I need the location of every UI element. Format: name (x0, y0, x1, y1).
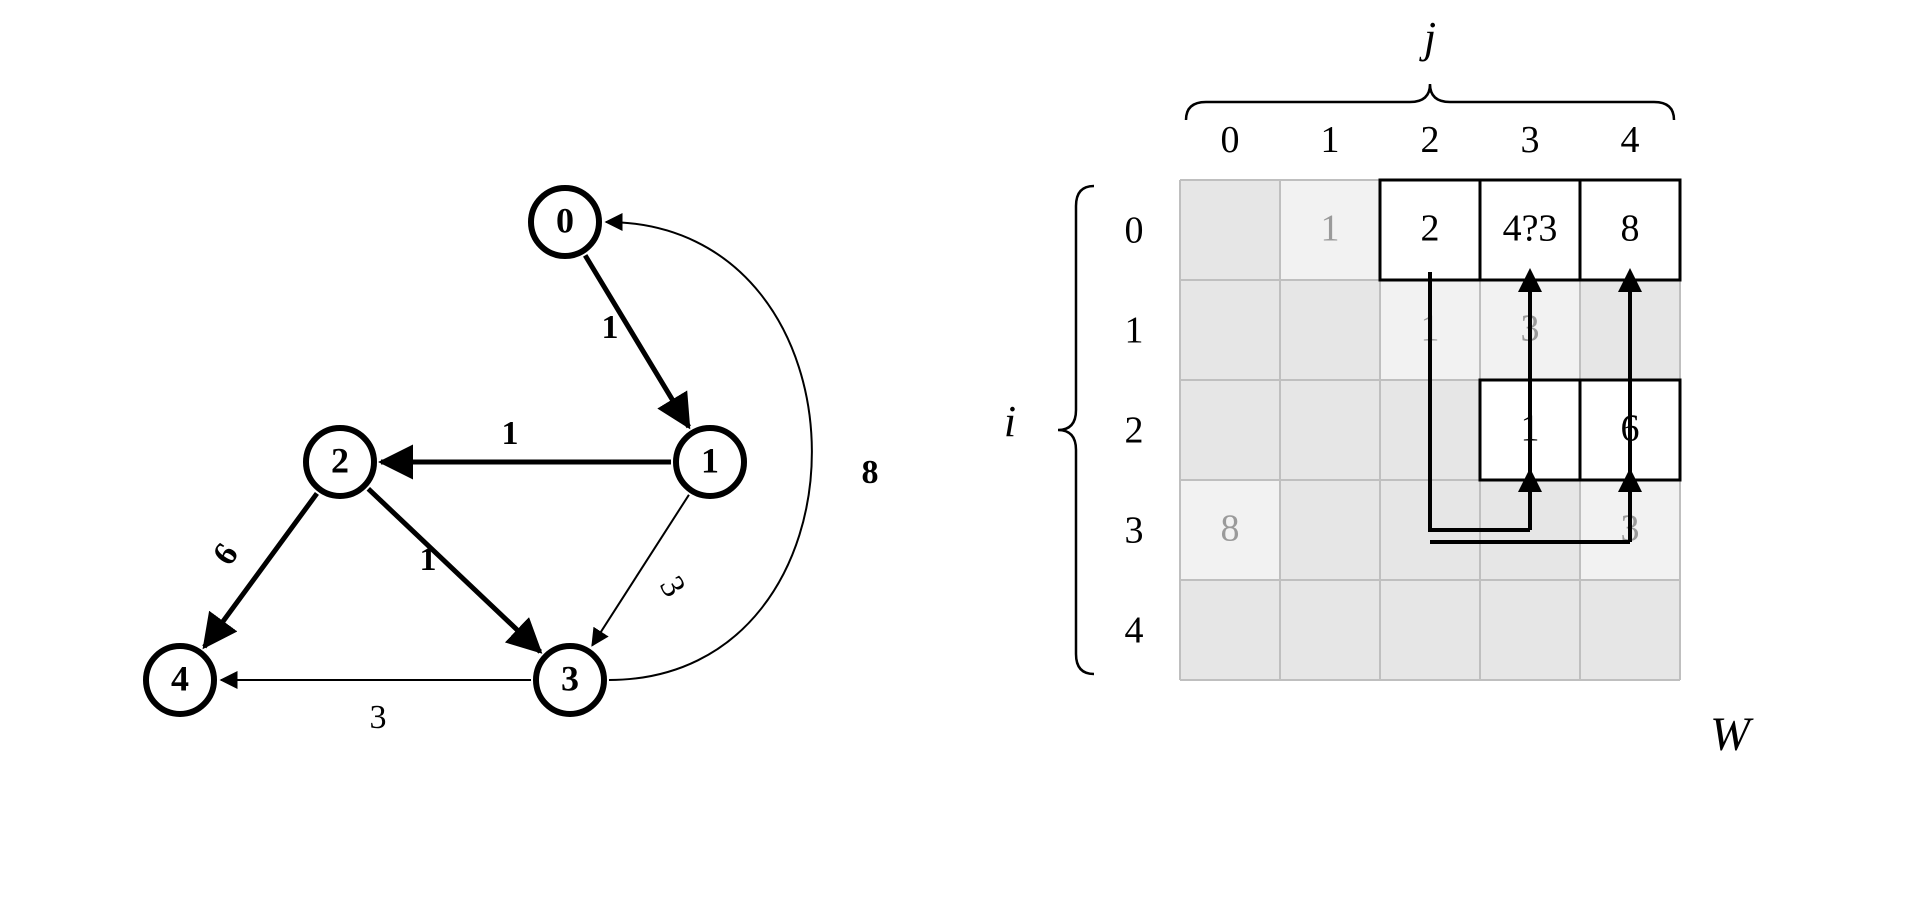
cell-bg-r4-c4 (1580, 580, 1680, 680)
col-header-1: 1 (1321, 119, 1340, 161)
col-header-0: 0 (1221, 119, 1240, 161)
node-label-3: 3 (561, 658, 579, 698)
cell-bg-r0-c0 (1180, 180, 1280, 280)
cell-bg-r4-c2 (1380, 580, 1480, 680)
edge-weight-3-4: 3 (370, 699, 387, 736)
cell-bg-r4-c1 (1280, 580, 1380, 680)
node-label-2: 2 (331, 440, 349, 480)
graph-panel: 1 1 3 1 6 3 8 0 1 2 3 4 (146, 188, 879, 736)
node-label-0: 0 (556, 200, 574, 240)
edge-2-4 (204, 493, 317, 647)
edge-weight-2-4: 6 (206, 537, 246, 572)
row-header-2: 2 (1125, 410, 1144, 452)
axis-label-j: j (1419, 13, 1436, 62)
col-header-2: 2 (1421, 119, 1440, 161)
node-label-4: 4 (171, 658, 189, 698)
edge-weight-2-3: 1 (420, 541, 437, 578)
edge-weight-1-3: 3 (652, 570, 693, 603)
cell-bg-r4-c0 (1180, 580, 1280, 680)
row-header-1: 1 (1125, 310, 1144, 352)
cell-bg-r1-c0 (1180, 280, 1280, 380)
cell-text-r0-c3: 4?3 (1503, 208, 1558, 250)
cell-text-r0-c4: 8 (1621, 208, 1640, 250)
row-header-0: 0 (1125, 210, 1144, 252)
row-header-4: 4 (1125, 610, 1144, 652)
col-header-3: 3 (1521, 119, 1540, 161)
cell-text-r3-c0: 8 (1221, 508, 1240, 550)
cell-bg-r2-c1 (1280, 380, 1380, 480)
figure-svg: 1 1 3 1 6 3 8 0 1 2 3 4 1 2 4?3 8 1 3 1 6 8 3 0 1 2 3 4 0 1 2 3 4 j i W (0, 0, 1920, 907)
col-header-4: 4 (1621, 119, 1640, 161)
brace-left (1058, 186, 1094, 674)
row-header-3: 3 (1125, 510, 1144, 552)
cell-text-r0-c2: 2 (1421, 208, 1440, 250)
cell-text-r0-c1: 1 (1321, 208, 1340, 250)
cell-bg-r4-c3 (1480, 580, 1580, 680)
edge-weight-3-0: 8 (862, 454, 879, 491)
edge-2-3 (368, 489, 540, 652)
cell-bg-r3-c1 (1280, 480, 1380, 580)
edge-weight-1-2: 1 (502, 415, 519, 452)
matrix-label-w: W (1710, 708, 1754, 761)
figure-root: { "canvas": { "width": 1920, "height": 9… (0, 0, 1920, 907)
matrix-panel: 124?381316830123401234jiW (1004, 13, 1754, 761)
brace-top (1186, 84, 1674, 120)
cell-bg-r1-c1 (1280, 280, 1380, 380)
edge-1-3 (592, 495, 689, 646)
node-label-1: 1 (701, 440, 719, 480)
cell-bg-r2-c0 (1180, 380, 1280, 480)
axis-label-i: i (1004, 397, 1016, 446)
edge-weight-0-1: 1 (602, 309, 619, 346)
